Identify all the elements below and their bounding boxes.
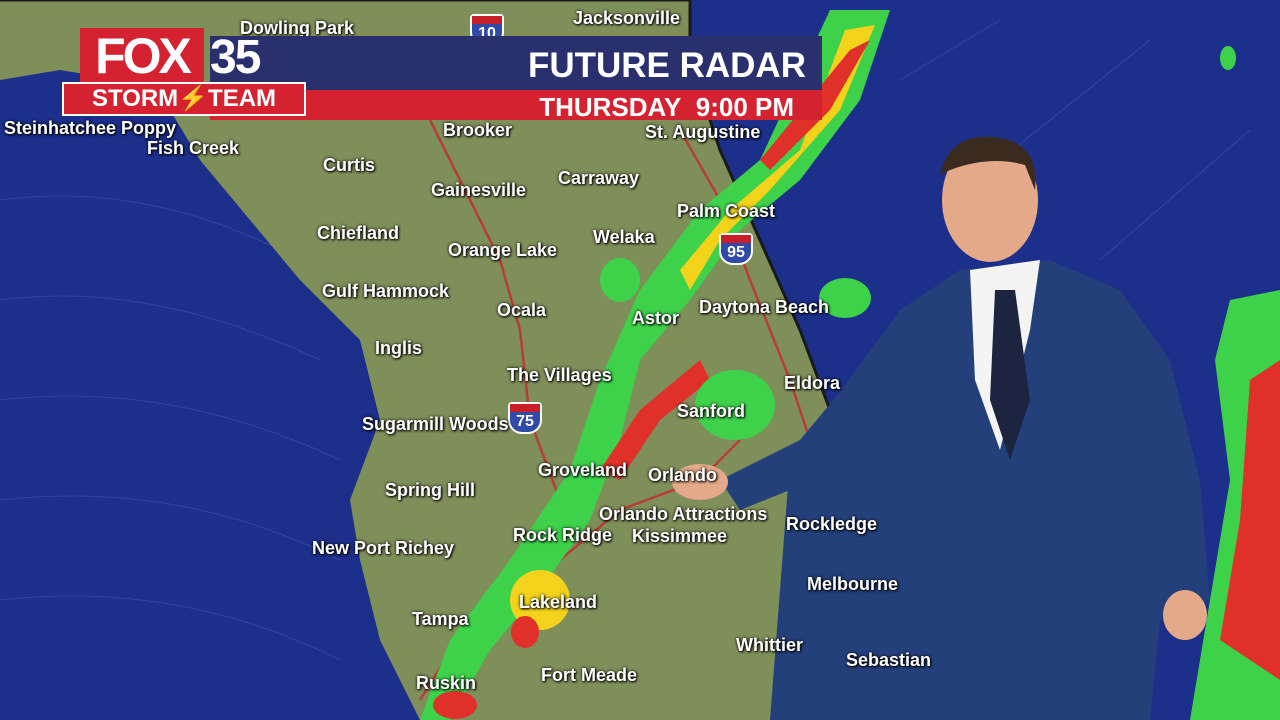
city-label: Carraway — [558, 168, 640, 188]
city-label: Orlando — [648, 465, 718, 485]
city-label: Melbourne — [807, 574, 899, 594]
future-radar-banner: FOX 35 STORM⚡TEAM FUTURE RADAR THURSDAY … — [60, 28, 822, 123]
interstate-95-shield: 95 — [719, 233, 753, 265]
city-label: Steinhatchee Poppy — [4, 118, 177, 138]
city-label: Fish Creek — [147, 138, 240, 158]
city-label: Sanford — [677, 401, 746, 421]
city-label: Gulf Hammock — [322, 281, 450, 301]
fox-logo: FOX — [80, 28, 204, 84]
meteorologist — [672, 136, 1210, 720]
banner-title: FUTURE RADAR — [527, 46, 806, 85]
banner-title-bar — [210, 36, 822, 90]
radar-echoes — [420, 10, 1280, 720]
city-label: Whittier — [736, 635, 803, 655]
city-label: Ocala — [497, 300, 547, 320]
city-label: Rockledge — [786, 514, 878, 534]
city-label: Astor — [632, 308, 680, 328]
interstate-75-shield: 75 — [508, 402, 542, 434]
city-label: The Villages — [507, 365, 612, 385]
forecast-hour: 9:00 PM — [695, 92, 794, 122]
city-label: Sugarmill Woods — [362, 414, 509, 434]
city-label: Curtis — [323, 155, 376, 175]
city-label: Welaka — [593, 227, 655, 247]
storm-team-logo: STORM⚡TEAM — [62, 82, 306, 116]
city-label: Dowling Park — [240, 18, 355, 38]
city-label: Groveland — [538, 460, 628, 480]
florida-land — [0, 0, 920, 720]
forecast-day: THURSDAY — [539, 92, 682, 122]
channel-number: 35 — [210, 31, 261, 84]
city-label: Sebastian — [846, 650, 932, 670]
city-label: Jacksonville — [573, 8, 681, 28]
city-label: New Port Richey — [312, 538, 455, 558]
city-label: Ruskin — [416, 673, 477, 693]
city-label: Gainesville — [431, 180, 527, 200]
city-label: Inglis — [375, 338, 423, 358]
city-label: Kissimmee — [632, 526, 728, 546]
city-label: St. Augustine — [645, 122, 761, 142]
city-label: Fort Meade — [541, 665, 638, 685]
city-label: Brooker — [443, 120, 513, 140]
city-label: Daytona Beach — [699, 297, 830, 317]
city-label: Orlando Attractions — [599, 504, 768, 524]
city-label: Orange Lake — [448, 240, 558, 260]
city-label: Chiefland — [317, 223, 400, 243]
city-label: Rock Ridge — [513, 525, 613, 545]
forecast-time: THURSDAY 9:00 PM — [539, 92, 794, 123]
city-label: Eldora — [784, 373, 841, 393]
city-label: Spring Hill — [385, 480, 475, 500]
city-label: Tampa — [412, 609, 469, 629]
city-label: Lakeland — [519, 592, 598, 612]
city-label: Palm Coast — [677, 201, 776, 221]
banner-time-bar — [210, 90, 822, 120]
